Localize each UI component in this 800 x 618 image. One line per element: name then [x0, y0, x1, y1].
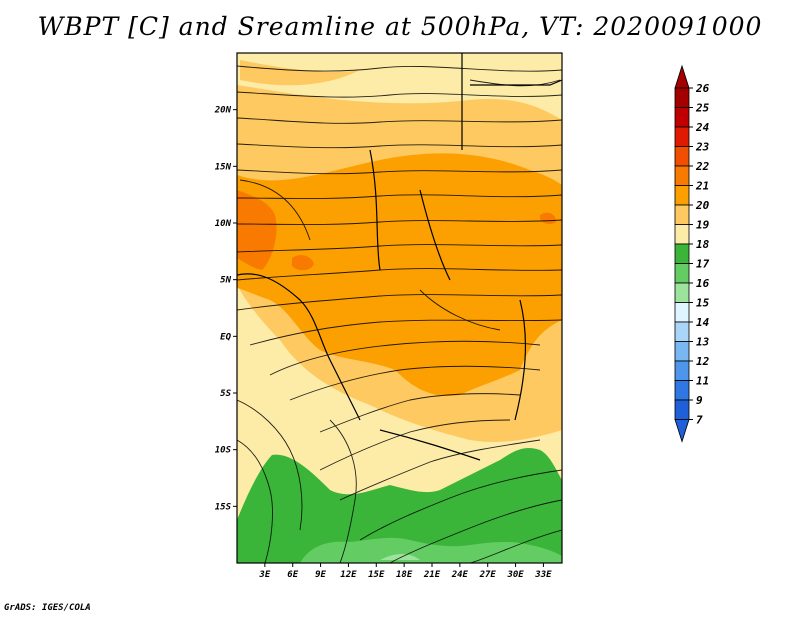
lat-tick-label: 5S	[220, 389, 231, 399]
field-21-22	[237, 153, 562, 396]
colorbar-label: 16	[696, 277, 710, 290]
colorbar-label: 25	[695, 102, 710, 115]
field-22-23	[237, 190, 277, 270]
lat-tick-label: 10N	[215, 219, 232, 229]
colorbar-label: 13	[696, 336, 710, 349]
colorbar-label: 22	[695, 160, 710, 173]
streamlines	[237, 65, 562, 563]
axis-ticks: 20N 15N 10N 5N EQ 5S 10S 15S 3E 6E 9E 12E 15E 18E 21E 2…	[214, 106, 552, 580]
lon-tick-label: 15E	[368, 570, 385, 580]
colorbar-label: 21	[695, 180, 709, 193]
colorbar-label: 24	[695, 121, 710, 134]
lat-tick-label: 5N	[220, 276, 231, 286]
field-16-17	[300, 537, 562, 563]
lon-tick-label: 18E	[396, 570, 413, 580]
colorbar-top-arrow	[674, 64, 690, 89]
colorbar-label: 17	[696, 258, 710, 271]
colorbar-swatch	[674, 146, 690, 167]
lat-tick-label: EQ	[220, 332, 231, 342]
colorbar-label: 9	[696, 394, 703, 407]
colorbar-bottom-arrow	[674, 419, 690, 443]
colorbar-swatch	[674, 380, 690, 401]
colorbar-swatch	[674, 360, 690, 381]
colorbar-swatch	[674, 263, 690, 284]
lat-tick-label: 20N	[214, 106, 232, 116]
colorbar-swatch	[674, 399, 690, 420]
colorbar-swatch	[674, 341, 690, 362]
colorbar-swatch	[674, 126, 690, 147]
colorbar-label: 7	[696, 414, 703, 427]
field-20-21b	[240, 60, 360, 86]
lon-tick-label: 30E	[506, 570, 524, 580]
lon-tick-label: 6E	[287, 570, 298, 580]
colorbar-swatch	[674, 282, 690, 303]
colorbar-swatch	[674, 243, 690, 264]
lon-tick-label: 21E	[423, 570, 441, 580]
colorbar-swatch	[674, 165, 690, 186]
colorbar-label: 14	[696, 316, 710, 329]
lon-tick-label: 27E	[479, 570, 497, 580]
colorbar: 26 25 24 23 22 21 20 19 18 17 16 15 14 13 12 11 9 7	[674, 64, 710, 443]
colorbar-swatch	[674, 107, 690, 128]
colorbar-swatch	[674, 321, 690, 342]
colorbar-swatch	[674, 185, 690, 206]
field-15-16	[380, 554, 420, 560]
colorbar-label: 11	[696, 375, 709, 388]
lon-tick-label: 24E	[451, 570, 469, 580]
lon-tick-label: 3E	[258, 570, 270, 580]
footer-credit: GrADS: IGES/COLA	[4, 603, 91, 613]
lon-tick-label: 12E	[340, 570, 357, 580]
map-frame	[236, 52, 563, 564]
field-17-18	[237, 448, 562, 563]
colorbar-label: 12	[696, 355, 710, 368]
colorbar-label: 26	[695, 82, 710, 95]
lat-tick-label: 10S	[215, 446, 232, 456]
colorbar-swatch	[674, 204, 690, 225]
field-22-23b	[292, 255, 314, 271]
colorbar-swatch	[674, 302, 690, 323]
lon-tick-label: 33E	[534, 570, 552, 580]
map-title: WBPT [C] and Sreamline at 500hPa, VT: 20…	[37, 12, 763, 41]
lat-tick-label: 15N	[215, 162, 232, 172]
borders	[237, 53, 562, 461]
colorbar-label: 18	[696, 238, 710, 251]
lat-tick-label: 15S	[215, 502, 232, 512]
colorbar-swatch	[674, 87, 690, 108]
lon-tick-label: 9E	[315, 570, 326, 580]
colorbar-swatch	[674, 224, 690, 245]
colorbar-label: 19	[696, 219, 710, 232]
colorbar-label: 23	[695, 141, 710, 154]
colorbar-label: 15	[696, 297, 710, 310]
colorbar-label: 20	[695, 199, 710, 212]
